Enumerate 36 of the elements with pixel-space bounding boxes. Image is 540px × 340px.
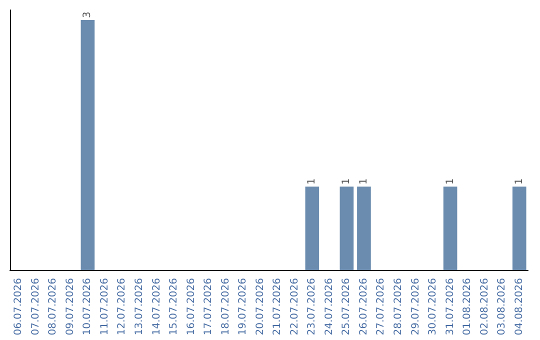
x-tick-label: 21.07.2026 — [272, 278, 284, 336]
x-tick-label: 13.07.2026 — [134, 278, 145, 336]
x-tick-label: 25.07.2026 — [341, 278, 352, 336]
x-tick-label: 18.07.2026 — [220, 278, 232, 336]
x-tick-label: 16.07.2026 — [186, 278, 197, 336]
x-tick-label: 26.07.2026 — [358, 278, 370, 336]
x-tick-label: 20.07.2026 — [254, 278, 266, 336]
x-tick-label: 15.07.2026 — [168, 278, 180, 336]
x-tick-label: 08.07.2026 — [48, 278, 59, 336]
x-tick-label: 10.07.2026 — [82, 278, 94, 336]
x-tick-label: 09.07.2026 — [64, 278, 76, 336]
x-tick-label: 17.07.2026 — [203, 278, 214, 336]
x-tick-label: 23.07.2026 — [306, 278, 318, 336]
x-tick-label: 01.08.2026 — [462, 278, 474, 336]
x-tick-label: 30.07.2026 — [428, 278, 439, 336]
x-tick-label: 28.07.2026 — [393, 278, 404, 336]
data-label: 1 — [341, 178, 352, 185]
x-tick-label: 04.08.2026 — [514, 278, 525, 336]
x-tick-label: 24.07.2026 — [324, 278, 335, 336]
x-tick-label: 11.07.2026 — [99, 278, 110, 336]
x-tick-label: 02.08.2026 — [479, 278, 490, 336]
x-tick-label: 07.07.2026 — [30, 278, 42, 336]
data-label: 3 — [82, 12, 94, 18]
x-tick-label: 19.07.2026 — [238, 278, 249, 336]
data-label: 1 — [306, 178, 318, 185]
data-label: 1 — [444, 178, 456, 185]
data-label: 1 — [514, 178, 525, 185]
x-tick-label: 27.07.2026 — [376, 278, 387, 336]
x-tick-label: 03.08.2026 — [496, 278, 508, 336]
x-tick-label: 14.07.2026 — [151, 278, 162, 336]
x-tick-label: 31.07.2026 — [444, 278, 456, 336]
x-tick-label: 12.07.2026 — [116, 278, 128, 336]
x-tick-label: 06.07.2026 — [13, 278, 24, 336]
data-label: 1 — [358, 178, 370, 185]
x-tick-label: 22.07.2026 — [289, 278, 300, 336]
x-tick-label: 29.07.2026 — [410, 278, 422, 336]
